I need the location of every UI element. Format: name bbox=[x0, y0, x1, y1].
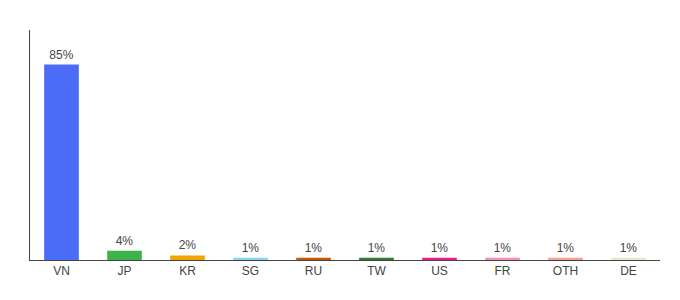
svg-text:DE: DE bbox=[620, 264, 637, 278]
svg-text:TW: TW bbox=[367, 264, 386, 278]
svg-text:1%: 1% bbox=[368, 241, 386, 255]
svg-text:VN: VN bbox=[53, 264, 70, 278]
svg-text:1%: 1% bbox=[557, 241, 575, 255]
svg-text:1%: 1% bbox=[305, 241, 323, 255]
svg-text:KR: KR bbox=[179, 264, 196, 278]
svg-text:2%: 2% bbox=[179, 238, 197, 252]
svg-text:1%: 1% bbox=[431, 241, 449, 255]
svg-text:FR: FR bbox=[495, 264, 511, 278]
svg-text:1%: 1% bbox=[620, 241, 638, 255]
svg-text:85%: 85% bbox=[49, 48, 73, 62]
svg-text:4%: 4% bbox=[116, 234, 134, 248]
svg-text:JP: JP bbox=[117, 264, 131, 278]
svg-text:OTH: OTH bbox=[553, 264, 578, 278]
svg-text:1%: 1% bbox=[242, 241, 260, 255]
svg-text:US: US bbox=[431, 264, 448, 278]
svg-text:SG: SG bbox=[242, 264, 259, 278]
svg-text:1%: 1% bbox=[494, 241, 512, 255]
svg-text:RU: RU bbox=[305, 264, 322, 278]
